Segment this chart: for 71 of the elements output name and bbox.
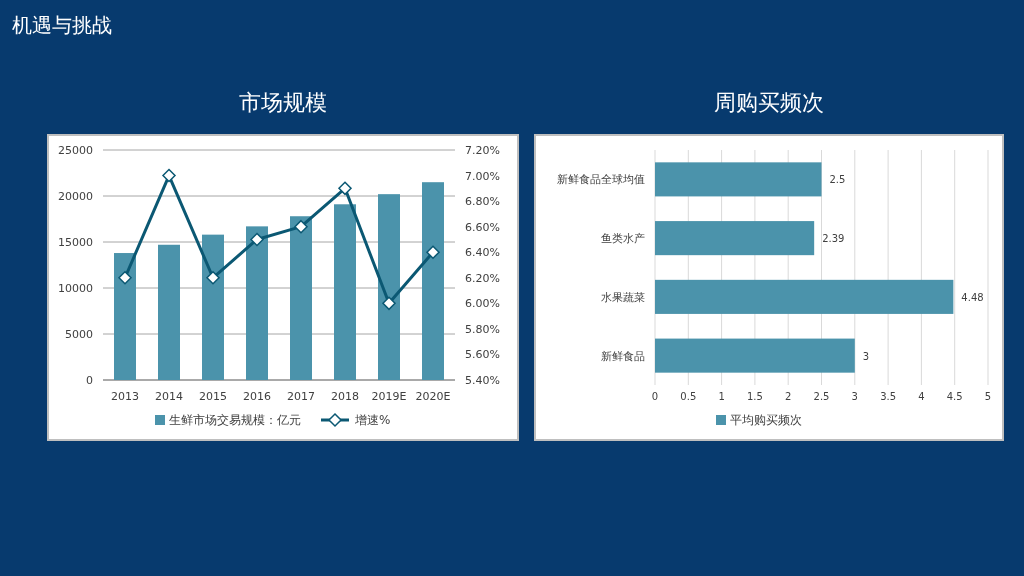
bar <box>114 253 136 380</box>
data-label: 4.48 <box>961 291 984 303</box>
y-tick-label: 0 <box>86 374 93 387</box>
bar <box>655 338 855 373</box>
y-tick-label: 10000 <box>58 282 93 295</box>
x-tick-label: 2014 <box>155 390 183 403</box>
data-label: 3 <box>862 350 870 362</box>
x-tick-label: 2013 <box>111 390 139 403</box>
bar <box>334 204 356 380</box>
y2-tick-label: 5.60% <box>465 348 500 362</box>
y2-tick-label: 7.00% <box>465 169 500 183</box>
x-tick-label: 2019E <box>371 390 407 403</box>
y-tick-label: 20000 <box>58 190 93 203</box>
y2-tick-label: 6.80% <box>465 195 500 209</box>
y2-tick-label: 5.40% <box>465 374 500 387</box>
y2-tick-label: 6.00% <box>465 297 500 311</box>
y-tick-label: 水果蔬菜 <box>601 290 645 304</box>
x-tick-label: 4 <box>918 391 925 402</box>
y2-tick-label: 5.80% <box>465 322 500 336</box>
legend-label: 平均购买频次 <box>730 413 802 427</box>
point <box>338 181 352 196</box>
text: 机遇与挑战 <box>12 13 112 37</box>
chart-title: 市场规模 <box>239 90 327 115</box>
point <box>426 245 440 259</box>
bar <box>246 226 268 380</box>
x-tick-label: 2 <box>785 391 792 402</box>
y2-tick-label: 6.40% <box>465 246 500 260</box>
y2-tick-label: 7.20% <box>465 144 500 157</box>
legend-item: 平均购买频次 <box>716 413 802 427</box>
x-tick-label: 2016 <box>243 390 271 403</box>
point <box>162 168 176 183</box>
x-tick-label: 4.5 <box>946 391 963 402</box>
point <box>250 232 264 247</box>
chart-title: 周购买频次 <box>714 90 824 115</box>
bar <box>158 244 180 380</box>
legend-item: 生鲜市场交易规模：亿元 <box>155 413 301 427</box>
x-tick-label: 2018 <box>331 390 359 403</box>
bar <box>202 234 224 380</box>
bar <box>655 162 822 197</box>
x-tick-label: 1 <box>718 391 725 402</box>
x-tick-label: 5 <box>984 391 992 402</box>
y2-tick-label: 6.60% <box>465 220 500 234</box>
data-label: 2.5 <box>829 174 846 186</box>
y-tick-label: 鱼类水产 <box>601 232 645 246</box>
bar <box>422 182 444 380</box>
x-tick-label: 3 <box>851 391 858 402</box>
x-tick-label: 2015 <box>199 390 227 403</box>
x-tick-label: 2017 <box>287 390 315 403</box>
point <box>294 219 308 234</box>
x-tick-label: 2.5 <box>813 391 830 402</box>
x-tick-label: 2020E <box>415 390 451 403</box>
data-label: 2.39 <box>822 233 845 245</box>
bar <box>290 216 312 380</box>
point <box>206 271 220 285</box>
x-tick-label: 1.5 <box>746 391 763 402</box>
x-tick-label: 0 <box>651 391 659 402</box>
y-tick-label: 15000 <box>58 236 93 249</box>
y-tick-label: 新鲜食品全球均值 <box>557 173 645 187</box>
point <box>118 271 132 285</box>
bar <box>655 279 954 314</box>
y-tick-label: 新鲜食品 <box>601 349 645 363</box>
bar <box>655 221 815 256</box>
legend-label: 增速% <box>354 413 391 427</box>
x-tick-label: 3.5 <box>880 391 897 402</box>
y2-tick-label: 6.20% <box>465 271 500 285</box>
point <box>382 296 396 311</box>
y-tick-label: 25000 <box>58 144 93 157</box>
legend-item: 增速% <box>321 412 391 428</box>
x-tick-label: 0.5 <box>680 391 697 402</box>
y-tick-label: 5000 <box>65 328 93 341</box>
bar <box>378 194 400 380</box>
